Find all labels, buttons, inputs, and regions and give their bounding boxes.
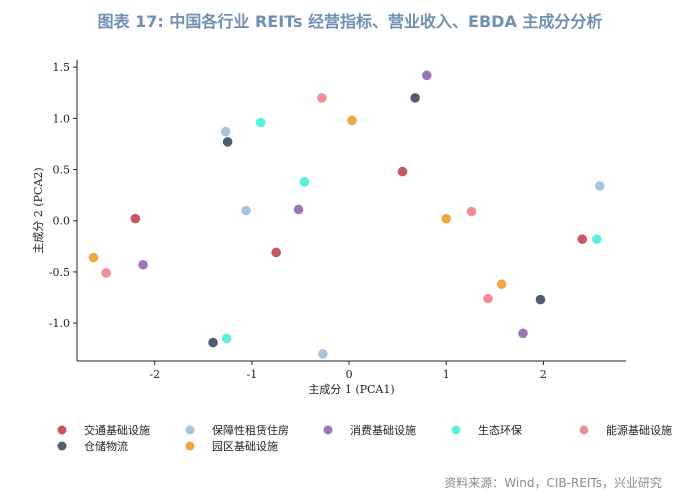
x-tick-label: -1 <box>247 368 258 381</box>
legend-marker <box>57 425 67 435</box>
x-tick-label: -2 <box>149 368 160 381</box>
legend-marker <box>451 425 461 435</box>
legend-label: 保障性租赁住房 <box>212 423 289 437</box>
data-point <box>410 93 420 103</box>
data-point <box>535 294 546 305</box>
data-point <box>483 293 493 304</box>
legend-label: 园区基础设施 <box>212 440 278 453</box>
data-point <box>347 115 357 126</box>
y-tick-label: 1.5 <box>53 61 71 74</box>
data-point <box>220 126 231 137</box>
x-tick-label: 0 <box>346 368 353 381</box>
legend-label: 交通基础设施 <box>84 423 150 437</box>
data-point <box>397 166 408 177</box>
data-point <box>496 279 507 290</box>
legend-marker <box>57 441 67 451</box>
y-tick-label: 0.0 <box>53 215 71 228</box>
legend-label: 仓储物流 <box>84 439 128 453</box>
legend-marker <box>579 425 589 435</box>
source-note: 资料来源：Wind，CIB-REITs，兴业研究 <box>444 476 662 490</box>
data-point <box>271 247 281 258</box>
x-tick-label: 1 <box>443 368 450 381</box>
legend-label: 消费基础设施 <box>350 423 416 437</box>
y-tick-label: 1.0 <box>53 112 71 125</box>
legend-marker <box>185 441 195 451</box>
data-point <box>293 204 304 215</box>
data-point <box>422 70 432 81</box>
data-point <box>299 177 310 187</box>
y-axis-label: 主成分 2 (PCA2) <box>32 167 45 253</box>
data-point <box>577 234 588 244</box>
data-points <box>88 70 605 359</box>
data-point <box>518 328 528 339</box>
data-point <box>221 333 232 344</box>
data-point <box>101 268 111 278</box>
data-point <box>88 252 99 263</box>
data-point <box>441 213 452 224</box>
y-tick-label: 0.5 <box>53 164 71 177</box>
data-point <box>130 213 141 224</box>
data-point <box>255 117 266 128</box>
data-point <box>592 234 602 244</box>
axes: -2 -1 0 1 2 -1.0 -0.5 0.0 0.5 1.0 1.5 主成分 1 (PCA1) 主… <box>32 60 626 396</box>
legend-label: 生态环保 <box>478 423 522 437</box>
chart-title: 图表 17: 中国各行业 REITs 经营指标、营业收入、EBDA 主成分分析 <box>97 12 603 31</box>
legend-marker <box>185 425 195 435</box>
data-point <box>208 337 218 348</box>
data-point <box>318 349 328 359</box>
data-point <box>241 205 251 216</box>
data-point <box>222 137 233 147</box>
data-point <box>466 206 477 217</box>
x-tick-label: 2 <box>540 368 547 381</box>
legend-marker <box>323 425 333 435</box>
data-point <box>317 93 327 103</box>
x-axis-label: 主成分 1 (PCA1) <box>308 383 394 396</box>
y-tick-label: -0.5 <box>49 266 70 279</box>
y-tick-label: -1.0 <box>49 317 70 330</box>
data-point <box>138 259 148 270</box>
data-point <box>594 181 605 191</box>
legend-label: 能源基础设施 <box>606 423 672 437</box>
